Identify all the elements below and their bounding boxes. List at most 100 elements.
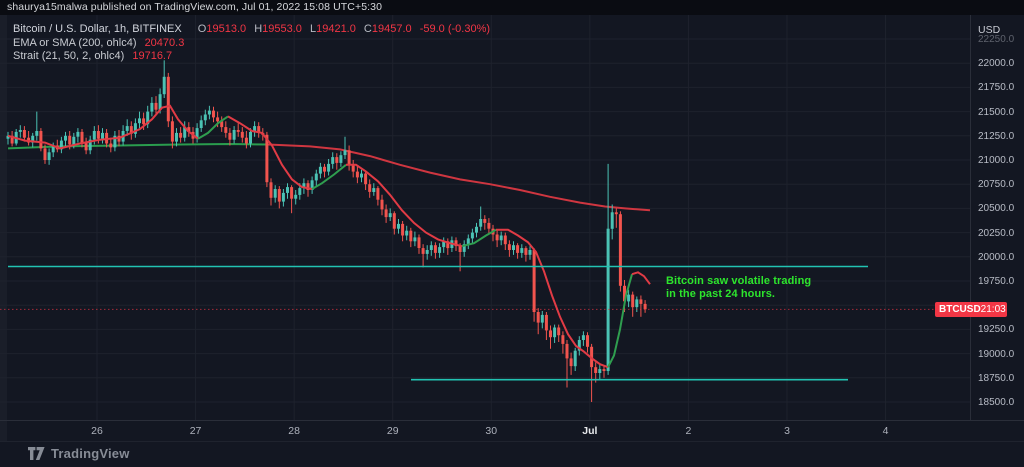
text-annotation[interactable]: Bitcoin saw volatile trading in the past…: [666, 275, 811, 300]
candle-body: [454, 240, 458, 247]
strait-line-red[interactable]: [227, 115, 313, 190]
indicator-row-strait[interactable]: Strait (21, 50, 2, ohlc4) 19716.7: [13, 50, 490, 64]
candle-body: [487, 222, 491, 229]
candle-body: [203, 114, 207, 121]
candle-body: [154, 102, 158, 110]
candle-body: [59, 140, 63, 150]
candle-body: [438, 247, 442, 253]
time-tick-label: 2: [685, 425, 692, 437]
candle-body: [581, 335, 585, 340]
candle-body: [43, 148, 47, 160]
price-tick-label: 20000.0: [978, 251, 1015, 263]
candle-body: [294, 194, 298, 199]
candle-body: [195, 128, 199, 139]
candle-body: [249, 131, 252, 144]
strait-line-green[interactable]: [197, 115, 229, 140]
price-tick-label: 21750.0: [978, 82, 1015, 94]
candle-body: [216, 117, 220, 122]
candle-body: [257, 126, 261, 133]
candle-body: [146, 111, 150, 125]
candle-body: [253, 126, 257, 132]
strait-indicator-label: Strait (21, 50, 2, ohlc4): [13, 50, 125, 62]
candle-body: [232, 130, 236, 140]
candle-body: [187, 127, 191, 132]
candle-body: [236, 130, 240, 132]
candle-body: [31, 135, 35, 143]
low-key: L: [309, 23, 317, 35]
candle-body: [179, 132, 183, 138]
symbol-title: Bitcoin / U.S. Dollar, 1h, BITFINEX: [13, 23, 182, 35]
candle-body: [335, 157, 339, 163]
price-axis[interactable]: USD 22250.0 22000.0 21750.0 21500.0 21250.0 2…: [970, 15, 1024, 420]
strait-line-red[interactable]: [7, 104, 199, 150]
candle-body: [421, 248, 425, 254]
candle-body: [479, 219, 483, 227]
candle-body: [360, 173, 363, 178]
candle-body: [331, 157, 335, 164]
candle-body: [606, 228, 610, 371]
price-tick-label: 19750.0: [978, 276, 1015, 287]
price-tick-label: 22000.0: [978, 58, 1015, 70]
close-value: 19457.0: [371, 23, 412, 35]
high-key: H: [254, 23, 263, 35]
publication-bar: shaurya15malwa published on TradingView.…: [0, 0, 1024, 15]
candle-body: [429, 245, 433, 250]
strait-line-red[interactable]: [346, 163, 463, 248]
candle-body: [18, 130, 22, 132]
candle-body: [306, 183, 310, 190]
strait-line-green[interactable]: [311, 164, 347, 190]
change-value: -59.0 (-0.30%): [419, 23, 491, 35]
tradingview-brand[interactable]: TradingView: [28, 446, 130, 461]
candle-body: [627, 294, 631, 302]
price-tick-label: 18750.0: [978, 372, 1015, 384]
strait-line-green[interactable]: [607, 273, 633, 368]
candle-body: [162, 76, 166, 95]
candle-body: [561, 335, 565, 344]
strait-line-green[interactable]: [461, 228, 497, 248]
candle-body: [532, 250, 536, 312]
candle-body: [512, 245, 515, 250]
candle-body: [573, 350, 577, 367]
candle-body: [72, 136, 76, 145]
candle-body: [109, 143, 113, 148]
price-tick-label: 18500.0: [978, 397, 1015, 408]
candle-body: [22, 130, 26, 138]
candle-body: [286, 187, 289, 193]
open-value: 19513.0: [206, 23, 247, 35]
strait-line-red[interactable]: [631, 271, 651, 285]
candle-body: [298, 188, 302, 195]
time-axis[interactable]: 26 27 28 29 30 Jul 2 3 4: [0, 420, 1024, 442]
chart-legend: Bitcoin / U.S. Dollar, 1h, BITFINEX O195…: [13, 23, 490, 64]
candle-body: [409, 230, 413, 242]
last-price-tag[interactable]: BTCUSD 21:03: [935, 302, 1007, 317]
indicator-row-ma[interactable]: EMA or SMA (200, ohlc4) 20470.3: [13, 37, 490, 51]
ma200-line-green[interactable]: [7, 142, 269, 150]
candle-body: [565, 343, 569, 359]
time-tick-label: 30: [485, 425, 498, 437]
candle-body: [84, 142, 88, 151]
candle-body: [314, 173, 318, 181]
candle-body: [401, 223, 405, 236]
candle-body: [199, 120, 203, 128]
candle-body: [372, 188, 376, 192]
candle-body: [524, 248, 528, 255]
ma200-line-red[interactable]: [267, 143, 651, 212]
candle-body: [577, 340, 581, 351]
strait-line-red[interactable]: [496, 228, 609, 369]
price-tick-label: 21000.0: [978, 155, 1015, 166]
price-tick-label: 20250.0: [978, 227, 1015, 239]
symbol-row[interactable]: Bitcoin / U.S. Dollar, 1h, BITFINEX O195…: [13, 23, 490, 37]
candle-body: [113, 135, 117, 148]
candle-body: [540, 314, 544, 323]
candle-body: [586, 335, 589, 347]
publication-text: shaurya15malwa published on TradingView.…: [7, 1, 383, 13]
open-key: O: [197, 23, 207, 35]
time-tick-label: 29: [386, 425, 399, 437]
candle-body: [290, 187, 294, 199]
candle-body: [495, 234, 499, 241]
candle-body: [228, 132, 232, 140]
currency-label: USD: [978, 24, 1001, 36]
candle-body: [536, 312, 540, 323]
